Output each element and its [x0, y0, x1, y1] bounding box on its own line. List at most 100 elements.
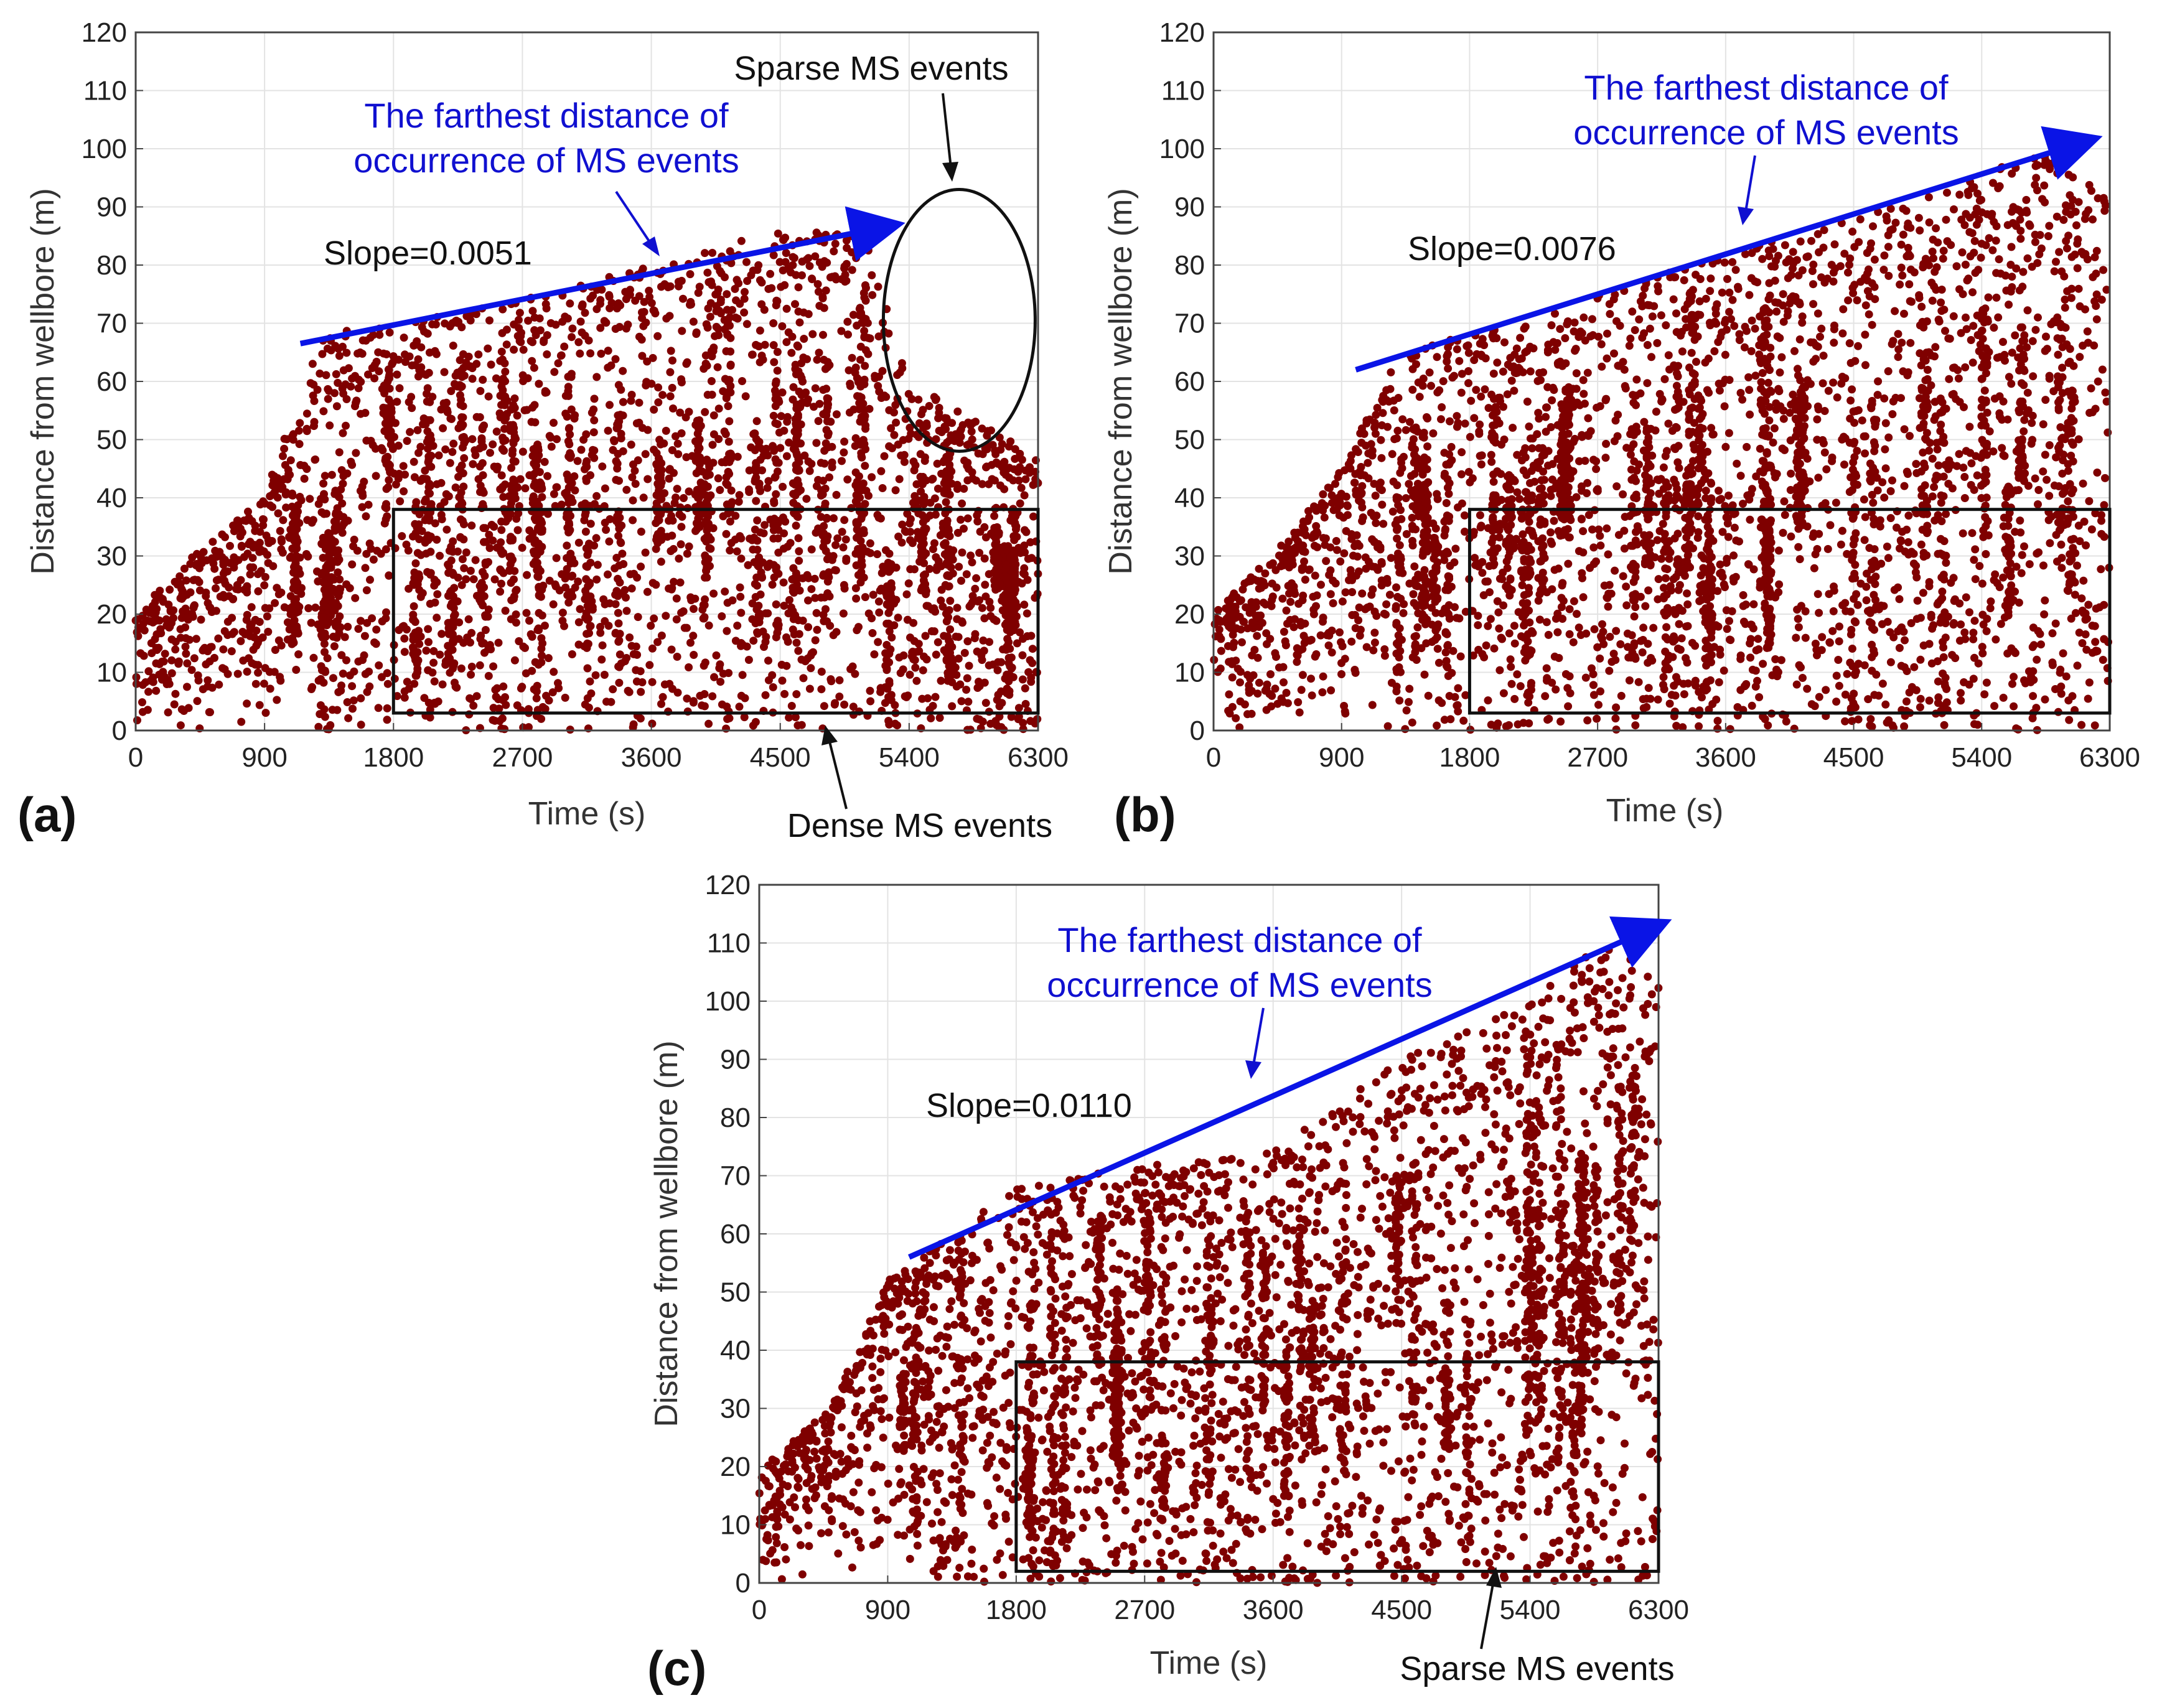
ms-event-point — [467, 521, 476, 530]
ms-event-point — [971, 584, 980, 593]
ms-event-point — [650, 614, 658, 623]
ms-event-point — [992, 617, 1001, 625]
ms-event-point — [855, 311, 864, 320]
ms-event-point — [1990, 394, 1999, 403]
ms-event-point — [590, 416, 599, 424]
ms-event-point — [1583, 368, 1592, 377]
ms-event-point — [691, 457, 700, 465]
ms-event-point — [701, 249, 709, 258]
ms-event-point — [499, 569, 508, 577]
ms-event-point — [881, 683, 889, 692]
ms-event-point — [2046, 539, 2054, 548]
ms-event-point — [1743, 442, 1751, 451]
ms-event-point — [887, 622, 896, 630]
ms-event-point — [448, 447, 457, 456]
ms-event-point — [919, 406, 927, 414]
ms-event-point — [357, 694, 365, 702]
ms-event-point — [290, 562, 298, 571]
ms-event-point — [852, 594, 861, 603]
ms-event-point — [942, 530, 951, 538]
ms-event-point — [476, 386, 485, 395]
ms-event-point — [797, 391, 806, 399]
ms-event-point — [2073, 661, 2082, 670]
ms-event-point — [467, 663, 476, 671]
ms-events-series — [131, 228, 1042, 735]
ms-event-point — [811, 594, 820, 602]
ms-event-point — [195, 586, 204, 595]
ms-event-point — [965, 440, 973, 449]
ms-event-point — [981, 581, 990, 589]
ms-event-point — [637, 562, 645, 571]
ms-event-point — [652, 544, 660, 553]
ms-event-point — [932, 396, 940, 404]
ms-event-point — [779, 578, 788, 587]
ms-event-point — [724, 389, 732, 398]
ms-event-point — [840, 700, 849, 709]
ms-event-point — [761, 638, 770, 646]
ms-event-point — [420, 694, 429, 702]
ms-event-point — [1641, 602, 1650, 610]
ms-event-point — [722, 530, 731, 538]
ms-event-point — [1461, 419, 1469, 428]
ms-event-point — [840, 584, 849, 593]
ms-event-point — [438, 630, 446, 638]
ms-event-point — [985, 597, 994, 606]
ms-event-point — [589, 428, 598, 437]
ms-event-point — [634, 613, 642, 622]
ms-event-point — [899, 651, 908, 660]
ms-event-point — [1011, 598, 1019, 607]
ms-event-point — [1939, 246, 1948, 255]
ms-event-point — [817, 668, 826, 676]
ms-event-point — [176, 721, 185, 730]
ms-event-point — [409, 341, 418, 350]
ms-event-point — [543, 472, 552, 480]
ms-event-point — [2045, 222, 2054, 230]
ms-event-point — [385, 432, 393, 441]
ms-event-point — [480, 648, 489, 657]
ms-event-point — [792, 638, 801, 647]
ms-event-point — [839, 543, 848, 552]
ms-event-point — [1523, 398, 1532, 406]
y-tick-label: 90 — [96, 192, 127, 223]
ms-event-point — [422, 646, 431, 655]
ms-event-point — [1720, 258, 1729, 267]
ms-event-point — [144, 688, 152, 696]
ms-event-point — [573, 457, 582, 465]
ms-event-point — [813, 280, 822, 289]
ms-event-point — [1844, 268, 1852, 277]
ms-event-point — [802, 495, 811, 503]
ms-event-point — [838, 457, 846, 465]
ms-event-point — [772, 459, 781, 467]
ms-event-point — [456, 465, 464, 474]
ms-event-point — [986, 612, 995, 620]
ms-event-point — [611, 628, 620, 637]
ms-event-point — [960, 525, 968, 533]
ms-event-point — [411, 559, 420, 567]
ms-event-point — [1007, 712, 1016, 721]
ms-event-point — [500, 725, 509, 734]
ms-event-point — [2091, 638, 2100, 646]
ms-event-point — [1794, 615, 1802, 623]
ms-event-point — [485, 544, 494, 553]
ms-event-point — [735, 491, 744, 500]
ms-event-point — [701, 551, 709, 560]
ms-event-point — [856, 304, 864, 312]
ms-event-point — [906, 670, 914, 679]
ms-event-point — [512, 515, 521, 523]
ms-event-point — [820, 446, 829, 455]
ms-event-point — [1795, 335, 1804, 343]
ms-event-point — [1643, 379, 1652, 388]
ms-event-point — [268, 490, 277, 499]
ms-event-point — [489, 536, 497, 545]
ms-event-point — [627, 584, 636, 593]
ms-event-point — [844, 330, 852, 339]
x-tick-label: 2700 — [492, 742, 553, 773]
ms-event-point — [2080, 215, 2089, 223]
ms-event-point — [606, 401, 614, 409]
ms-event-point — [774, 229, 782, 238]
ms-event-point — [479, 471, 487, 480]
ms-event-point — [1730, 322, 1739, 330]
ms-event-point — [183, 683, 191, 691]
ms-event-point — [495, 717, 504, 726]
ms-event-point — [1572, 369, 1581, 378]
